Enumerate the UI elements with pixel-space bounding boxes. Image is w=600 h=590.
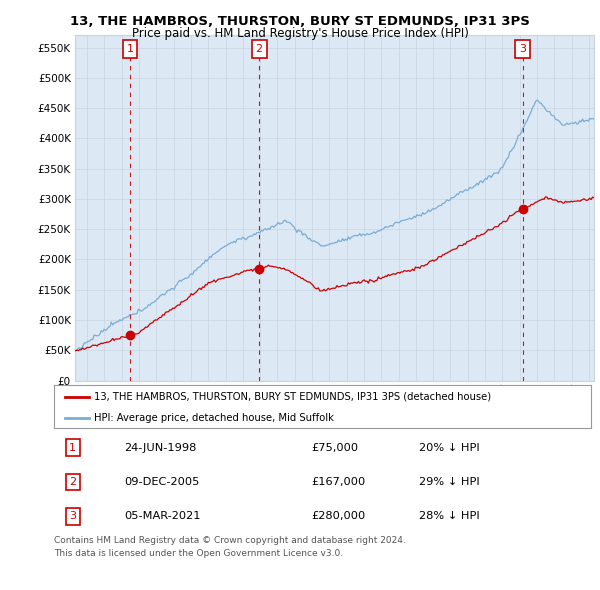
Text: 29% ↓ HPI: 29% ↓ HPI bbox=[419, 477, 480, 487]
Text: This data is licensed under the Open Government Licence v3.0.: This data is licensed under the Open Gov… bbox=[54, 549, 343, 558]
Text: 1: 1 bbox=[69, 443, 76, 453]
Text: 13, THE HAMBROS, THURSTON, BURY ST EDMUNDS, IP31 3PS (detached house): 13, THE HAMBROS, THURSTON, BURY ST EDMUN… bbox=[94, 392, 491, 402]
Text: 24-JUN-1998: 24-JUN-1998 bbox=[124, 443, 196, 453]
Text: Price paid vs. HM Land Registry's House Price Index (HPI): Price paid vs. HM Land Registry's House … bbox=[131, 27, 469, 40]
Text: HPI: Average price, detached house, Mid Suffolk: HPI: Average price, detached house, Mid … bbox=[94, 413, 334, 423]
Text: 28% ↓ HPI: 28% ↓ HPI bbox=[419, 512, 480, 521]
Text: 3: 3 bbox=[519, 44, 526, 54]
Text: £75,000: £75,000 bbox=[312, 443, 359, 453]
Text: 20% ↓ HPI: 20% ↓ HPI bbox=[419, 443, 480, 453]
Text: 1: 1 bbox=[127, 44, 134, 54]
Text: £280,000: £280,000 bbox=[312, 512, 366, 521]
Text: 3: 3 bbox=[69, 512, 76, 521]
Text: Contains HM Land Registry data © Crown copyright and database right 2024.: Contains HM Land Registry data © Crown c… bbox=[54, 536, 406, 545]
Text: 2: 2 bbox=[256, 44, 263, 54]
Text: 05-MAR-2021: 05-MAR-2021 bbox=[124, 512, 200, 521]
Text: 09-DEC-2005: 09-DEC-2005 bbox=[124, 477, 199, 487]
Text: £167,000: £167,000 bbox=[312, 477, 366, 487]
Text: 13, THE HAMBROS, THURSTON, BURY ST EDMUNDS, IP31 3PS: 13, THE HAMBROS, THURSTON, BURY ST EDMUN… bbox=[70, 15, 530, 28]
Text: 2: 2 bbox=[69, 477, 76, 487]
